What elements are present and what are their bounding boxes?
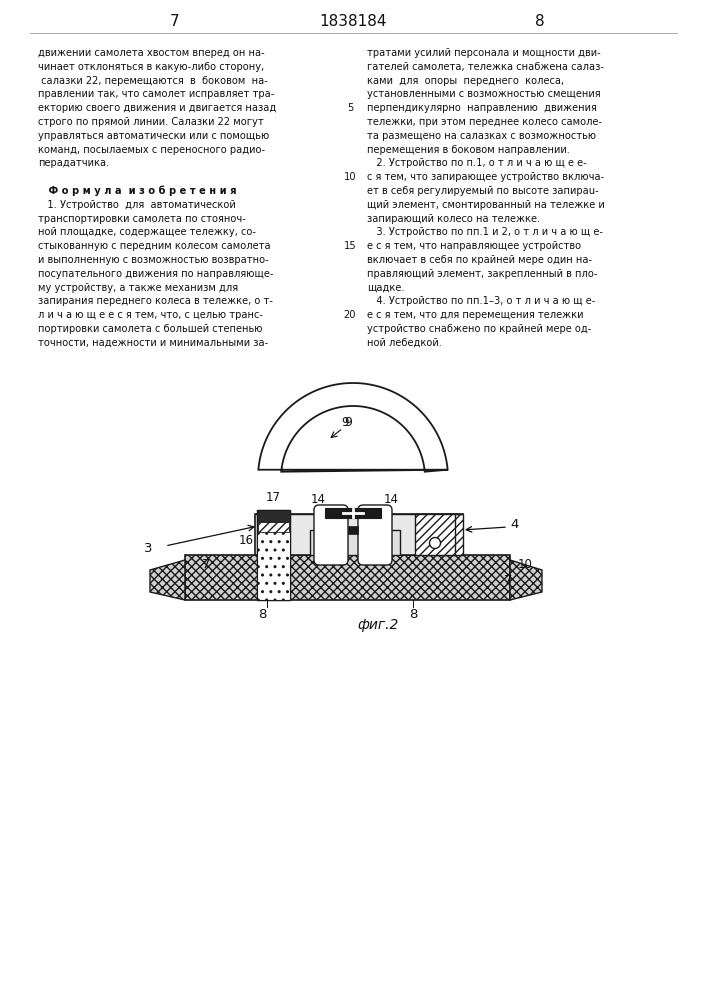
Text: строго по прямой линии. Салазки 22 могут: строго по прямой линии. Салазки 22 могут — [38, 117, 264, 127]
Text: 10: 10 — [344, 172, 356, 182]
Text: 16: 16 — [239, 534, 254, 546]
Text: тележки, при этом переднее колесо самоле-: тележки, при этом переднее колесо самоле… — [367, 117, 602, 127]
Text: щадке.: щадке. — [367, 283, 404, 293]
Text: с я тем, что запирающее устройство включа-: с я тем, что запирающее устройство включ… — [367, 172, 604, 182]
Text: 8: 8 — [409, 608, 417, 621]
Text: 4. Устройство по пп.1–3, о т л и ч а ю щ е-: 4. Устройство по пп.1–3, о т л и ч а ю щ… — [367, 296, 595, 306]
Text: е с я тем, что для перемещения тележки: е с я тем, что для перемещения тележки — [367, 310, 583, 320]
Text: 8: 8 — [535, 14, 545, 29]
Text: ет в себя регулируемый по высоте запирau-: ет в себя регулируемый по высоте запирau… — [367, 186, 599, 196]
Polygon shape — [150, 560, 185, 600]
Text: и выполненную с возможностью возвратно-: и выполненную с возможностью возвратно- — [38, 255, 269, 265]
Text: 10: 10 — [518, 558, 533, 572]
Text: 15: 15 — [344, 241, 356, 251]
Text: тратами усилий персонала и мощности дви-: тратами усилий персонала и мощности дви- — [367, 48, 601, 58]
Text: запирающий колесо на тележке.: запирающий колесо на тележке. — [367, 214, 540, 224]
Bar — [325, 508, 381, 518]
Text: 1. Устройство  для  автоматической: 1. Устройство для автоматической — [38, 200, 235, 210]
Text: 3. Устройство по пп.1 и 2, о т л и ч а ю щ е-: 3. Устройство по пп.1 и 2, о т л и ч а ю… — [367, 227, 603, 237]
Bar — [257, 510, 290, 522]
Text: 5: 5 — [347, 103, 353, 113]
FancyBboxPatch shape — [314, 505, 348, 565]
Text: устройство снабжено по крайней мере од-: устройство снабжено по крайней мере од- — [367, 324, 591, 334]
Text: му устройству, а также механизм для: му устройству, а также механизм для — [38, 283, 238, 293]
Text: 2. Устройство по п.1, о т л и ч а ю щ е е-: 2. Устройство по п.1, о т л и ч а ю щ е … — [367, 158, 587, 168]
Text: ной лебедкой.: ной лебедкой. — [367, 338, 442, 348]
Polygon shape — [510, 560, 542, 600]
Bar — [348, 526, 358, 534]
Text: команд, посылаемых с переносного радио-: команд, посылаемых с переносного радио- — [38, 145, 265, 155]
Text: управляться автоматически или с помощью: управляться автоматически или с помощью — [38, 131, 269, 141]
Text: 7: 7 — [201, 558, 210, 571]
Text: установленными с возможностью смещения: установленными с возможностью смещения — [367, 89, 601, 99]
Text: екторию своего движения и двигается назад: екторию своего движения и двигается наза… — [38, 103, 276, 113]
Text: чинает отклоняться в какую-либо сторону,: чинает отклоняться в какую-либо сторону, — [38, 62, 264, 72]
Bar — [422, 514, 463, 555]
Text: салазки 22, перемещаются  в  боковом  на-: салазки 22, перемещаются в боковом на- — [38, 76, 268, 86]
Bar — [185, 555, 510, 600]
Text: запирания переднего колеса в тележке, о т-: запирания переднего колеса в тележке, о … — [38, 296, 273, 306]
Text: 3: 3 — [144, 542, 152, 554]
Text: перпендикулярно  направлению  движения: перпендикулярно направлению движения — [367, 103, 597, 113]
Text: посупательного движения по направляюще-: посупательного движения по направляюще- — [38, 269, 274, 279]
Text: 13: 13 — [398, 522, 413, 535]
Text: ной площадке, содержащее тележку, со-: ной площадке, содержащее тележку, со- — [38, 227, 256, 237]
Text: А – А: А – А — [339, 387, 376, 402]
Bar — [310, 530, 400, 555]
Text: е с я тем, что направляющее устройство: е с я тем, что направляющее устройство — [367, 241, 581, 251]
Text: 14: 14 — [310, 493, 325, 506]
Text: щий элемент, смонтированный на тележке и: щий элемент, смонтированный на тележке и — [367, 200, 604, 210]
Text: 17: 17 — [266, 491, 281, 504]
Bar — [258, 522, 289, 532]
Text: гателей самолета, тележка снабжена салаз-: гателей самолета, тележка снабжена салаз… — [367, 62, 604, 72]
Text: движении самолета хвостом вперед он на-: движении самолета хвостом вперед он на- — [38, 48, 264, 58]
Bar — [257, 530, 290, 600]
Text: 14: 14 — [383, 493, 399, 506]
Text: Ф о р м у л а  и з о б р е т е н и я: Ф о р м у л а и з о б р е т е н и я — [38, 186, 237, 196]
Bar — [255, 514, 463, 555]
Text: 8: 8 — [258, 608, 267, 621]
Text: стыкованную с передним колесом самолета: стыкованную с передним колесом самолета — [38, 241, 271, 251]
FancyBboxPatch shape — [358, 505, 392, 565]
Bar — [257, 510, 290, 600]
Text: 20: 20 — [344, 310, 356, 320]
Polygon shape — [258, 383, 448, 472]
Text: 9: 9 — [344, 416, 352, 429]
Text: фиг.2: фиг.2 — [357, 618, 399, 632]
Bar — [415, 514, 455, 555]
Text: 4: 4 — [510, 518, 518, 532]
Text: ками  для  опоры  переднего  колеса,: ками для опоры переднего колеса, — [367, 76, 564, 86]
Text: 7: 7 — [170, 14, 180, 29]
Text: портировки самолета с большей степенью: портировки самолета с большей степенью — [38, 324, 262, 334]
Text: перемещения в боковом направлении.: перемещения в боковом направлении. — [367, 145, 570, 155]
Text: транспортировки самолета по стояноч-: транспортировки самолета по стояноч- — [38, 214, 246, 224]
Text: перадатчика.: перадатчика. — [38, 158, 110, 168]
Text: 1838184: 1838184 — [320, 14, 387, 29]
Text: 7: 7 — [504, 574, 513, 586]
Text: та размещено на салазках с возможностью: та размещено на салазках с возможностью — [367, 131, 596, 141]
Text: правляющий элемент, закрепленный в пло-: правляющий элемент, закрепленный в пло- — [367, 269, 597, 279]
Text: точности, надежности и минимальными за-: точности, надежности и минимальными за- — [38, 338, 268, 348]
Text: л и ч а ю щ е е с я тем, что, с целью транс-: л и ч а ю щ е е с я тем, что, с целью тр… — [38, 310, 263, 320]
Text: включает в себя по крайней мере один на-: включает в себя по крайней мере один на- — [367, 255, 592, 265]
Circle shape — [429, 538, 440, 548]
Text: 9: 9 — [341, 416, 349, 429]
Text: правлении так, что самолет исправляет тра-: правлении так, что самолет исправляет тр… — [38, 89, 274, 99]
